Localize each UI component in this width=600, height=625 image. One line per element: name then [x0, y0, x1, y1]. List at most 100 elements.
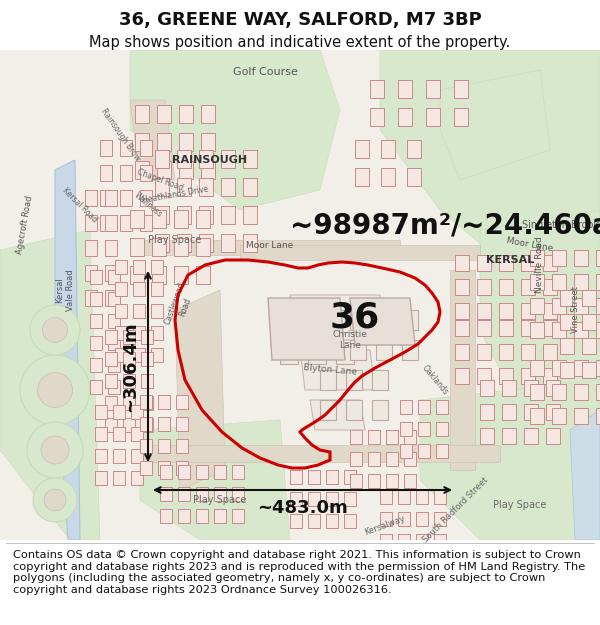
Bar — [560, 290, 574, 306]
Bar — [177, 150, 191, 168]
Text: Oaklands: Oaklands — [420, 363, 450, 397]
Bar — [436, 400, 448, 414]
Bar — [176, 439, 188, 453]
Bar — [221, 178, 235, 196]
Bar — [416, 512, 428, 526]
Bar — [502, 428, 516, 444]
Bar — [521, 255, 535, 271]
Bar — [90, 314, 102, 328]
Bar — [376, 310, 392, 330]
Bar — [436, 422, 448, 436]
Bar — [151, 326, 163, 340]
Bar — [85, 290, 97, 306]
Circle shape — [41, 436, 69, 464]
Bar — [141, 330, 153, 344]
Text: Kersal
Vale Road: Kersal Vale Road — [55, 269, 75, 311]
Bar — [133, 326, 145, 340]
Bar — [140, 215, 152, 231]
Bar — [543, 303, 557, 319]
Polygon shape — [300, 350, 375, 390]
Bar — [123, 374, 135, 388]
Bar — [543, 368, 557, 384]
Bar — [95, 471, 107, 485]
Bar — [179, 105, 193, 123]
Bar — [407, 168, 421, 186]
Bar — [499, 344, 513, 360]
Bar — [100, 190, 112, 206]
Text: ~98987m²/~24.460ac.: ~98987m²/~24.460ac. — [290, 211, 600, 239]
Bar — [560, 362, 574, 378]
Bar — [131, 449, 143, 463]
Polygon shape — [290, 295, 385, 340]
Bar — [499, 368, 513, 384]
Bar — [418, 422, 430, 436]
Bar — [596, 298, 600, 314]
Bar — [596, 360, 600, 376]
Bar — [543, 344, 557, 360]
Bar — [530, 408, 544, 424]
Polygon shape — [140, 445, 500, 462]
Polygon shape — [570, 410, 600, 540]
Bar — [196, 465, 208, 479]
Bar — [530, 298, 544, 314]
Bar — [177, 178, 191, 196]
Text: Singleton Brook: Singleton Brook — [521, 220, 599, 230]
Bar — [426, 80, 440, 98]
Bar — [90, 336, 102, 350]
Bar — [243, 206, 257, 224]
Bar — [499, 255, 513, 271]
Circle shape — [33, 478, 77, 522]
Text: ~483.0m: ~483.0m — [257, 499, 348, 517]
Bar — [502, 404, 516, 420]
Bar — [123, 330, 135, 344]
Bar — [105, 240, 117, 256]
Bar — [596, 250, 600, 266]
Bar — [455, 344, 469, 360]
Bar — [141, 374, 153, 388]
Bar — [477, 320, 491, 336]
Bar — [552, 322, 566, 338]
Bar — [530, 360, 544, 376]
Bar — [370, 80, 384, 98]
Circle shape — [27, 422, 83, 478]
Bar — [141, 352, 153, 366]
Bar — [131, 427, 143, 441]
Bar — [115, 260, 127, 274]
Bar — [524, 380, 538, 396]
Polygon shape — [268, 298, 345, 360]
Bar — [372, 370, 388, 390]
Bar — [398, 534, 410, 548]
Bar — [85, 265, 97, 281]
Bar — [120, 140, 132, 156]
Bar — [243, 178, 257, 196]
Polygon shape — [480, 210, 600, 410]
Bar — [196, 266, 210, 284]
Bar — [596, 274, 600, 290]
Bar — [552, 274, 566, 290]
Bar — [221, 206, 235, 224]
Bar — [521, 368, 535, 384]
Bar — [346, 400, 362, 420]
Bar — [105, 396, 117, 410]
Bar — [108, 270, 120, 284]
Polygon shape — [55, 160, 80, 540]
Bar — [196, 238, 210, 256]
Bar — [455, 303, 469, 319]
Bar — [480, 404, 494, 420]
Bar — [90, 380, 102, 394]
Bar — [552, 250, 566, 266]
Text: South Radford Street: South Radford Street — [421, 476, 490, 544]
Text: RAINSOUGH: RAINSOUGH — [172, 155, 248, 165]
Bar — [140, 190, 152, 206]
Bar — [174, 266, 188, 284]
Bar — [100, 165, 112, 181]
Bar — [398, 108, 412, 126]
Bar — [320, 370, 336, 390]
Bar — [350, 430, 362, 444]
Text: Moor Lane: Moor Lane — [506, 236, 554, 254]
Bar — [344, 470, 356, 484]
Bar — [344, 492, 356, 506]
Bar — [140, 417, 152, 431]
Bar — [130, 238, 144, 256]
Bar — [560, 314, 574, 330]
